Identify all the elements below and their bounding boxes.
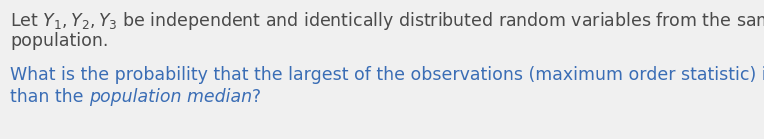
Text: population median: population median <box>89 88 252 106</box>
Text: ?: ? <box>252 88 261 106</box>
Text: What is the probability that the largest of the observations (maximum order stat: What is the probability that the largest… <box>10 66 764 84</box>
Text: than the: than the <box>10 88 89 106</box>
Text: population.: population. <box>10 32 108 50</box>
Text: Let $Y_1, Y_2, Y_3$ be independent and identically distributed random variables : Let $Y_1, Y_2, Y_3$ be independent and i… <box>10 10 764 32</box>
